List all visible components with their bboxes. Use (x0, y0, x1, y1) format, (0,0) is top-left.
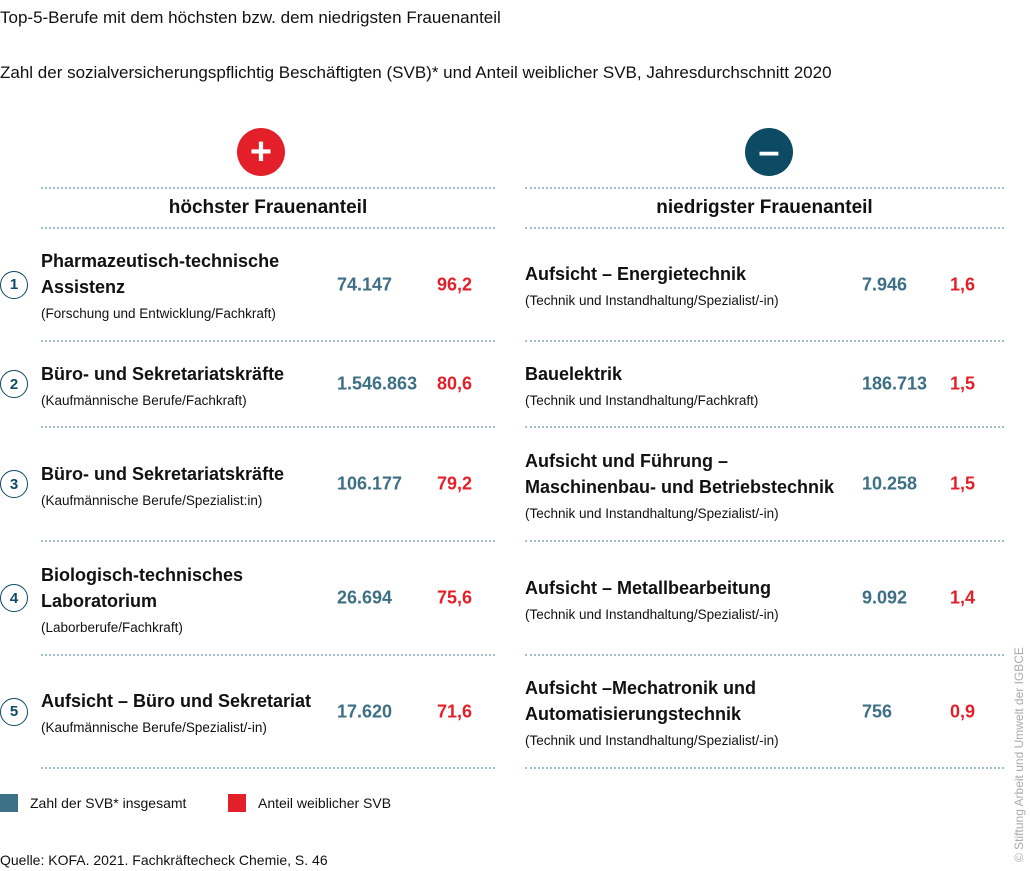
female-share: 1,5 (950, 473, 976, 494)
legend-item-count: Zahl der SVB* insgesamt (0, 794, 186, 812)
occupation-name: Büro- und Sekretariatskräfte (41, 363, 285, 384)
divider (525, 340, 1004, 342)
occupation-name: Aufsicht – Metallbearbeitung (525, 577, 772, 598)
chart-subtitle: Zahl der sozialversicherungspflichtig Be… (0, 63, 832, 82)
female-share: 1,6 (950, 274, 976, 294)
rank-badge: 1 (0, 270, 28, 299)
rank-badge: 5 (0, 697, 28, 726)
divider (525, 767, 1004, 769)
occupation-name: Biologisch-technisches Laboratorium (41, 564, 244, 611)
occupation-category: (Kaufmännische Berufe/Spezialist/-in) (41, 720, 267, 735)
divider (41, 227, 495, 229)
occupation-name: Aufsicht – Büro und Sekretariat (41, 691, 312, 711)
occupation-category: (Technik und Instandhaltung/Spezialist/-… (525, 293, 779, 308)
table-row: Bauelektrik (Technik und Instandhaltung/… (0, 342, 1030, 426)
divider (525, 227, 1004, 229)
divider (41, 187, 495, 189)
rank-badge: 3 (0, 470, 28, 498)
svb-count: 74.147 (337, 274, 393, 294)
divider (525, 187, 1004, 189)
group-heading: niedrigster Frauenanteil (656, 197, 873, 218)
occupation-name: Aufsicht –Mechatronik und Automatisierun… (525, 678, 757, 724)
female-share: 96,2 (437, 274, 473, 294)
occupation-category: (Technik und Instandhaltung/Spezialist/-… (525, 733, 779, 748)
divider (41, 340, 495, 342)
svb-count: 186.713 (862, 373, 928, 394)
occupation-category: (Kaufmännische Berufe/Spezialist:in) (41, 492, 263, 508)
legend-item-share: Anteil weiblicher SVB (228, 794, 391, 812)
divider (41, 767, 495, 769)
divider (525, 540, 1004, 542)
svb-count: 756 (862, 701, 893, 721)
occupation-category: (Forschung und Entwicklung/Fachkraft) (41, 306, 276, 321)
table-row: 5 Aufsicht – Büro und Sekretariat (Kaufm… (0, 656, 1030, 767)
table-row: 4 Biologisch-technisches Laboratorium (L… (0, 542, 1030, 654)
occupation-name: Büro- und Sekretariatskräfte (41, 463, 285, 484)
svb-count: 7.946 (862, 274, 908, 294)
legend-swatch-teal (0, 794, 18, 812)
occupation-category: (Technik und Instandhaltung/Spezialist/-… (525, 606, 779, 622)
minus-icon: – (745, 128, 793, 176)
divider (41, 654, 495, 656)
copyright-note: © Stiftung Arbeit und Umwelt der IGBCE (1012, 647, 1026, 862)
table-row: Aufsicht – Energietechnik (Technik und I… (0, 229, 1030, 340)
female-share: 79,2 (437, 473, 473, 494)
svb-count: 26.694 (337, 587, 393, 608)
chart-title: Top-5-Berufe mit dem höchsten bzw. dem n… (0, 8, 501, 27)
rank-badge: 4 (0, 584, 28, 612)
table-row: 1 Pharmazeutisch-technische Assistenz (F… (0, 229, 1030, 340)
female-share: 0,9 (950, 701, 976, 721)
female-share: 1,5 (950, 373, 976, 394)
occupation-name: Aufsicht und Führung – Maschinenbau- und… (525, 450, 835, 497)
divider (41, 540, 495, 542)
occupation-category: (Laborberufe/Fachkraft) (41, 619, 183, 635)
source-note: Quelle: KOFA. 2021. Fachkräftecheck Chem… (0, 852, 328, 868)
table-row: 3 Büro- und Sekretariatskräfte (Kaufmänn… (0, 428, 1030, 540)
legend-label: Anteil weiblicher SVB (258, 795, 392, 811)
female-share: 75,6 (437, 587, 473, 608)
divider (41, 426, 495, 428)
legend-label: Zahl der SVB* insgesamt (30, 795, 187, 811)
occupation-category: (Technik und Instandhaltung/Fachkraft) (525, 392, 759, 408)
table-row: Aufsicht – Metallbearbeitung (Technik un… (0, 542, 1030, 654)
table-row: 2 Büro- und Sekretariatskräfte (Kaufmänn… (0, 342, 1030, 426)
group-heading: höchster Frauenanteil (168, 197, 368, 218)
occupation-name: Bauelektrik (525, 363, 623, 384)
plus-icon: + (237, 128, 285, 176)
female-share: 80,6 (437, 373, 473, 394)
svb-count: 9.092 (862, 587, 908, 608)
female-share: 1,4 (950, 587, 976, 608)
svb-count: 17.620 (337, 701, 393, 721)
svb-count: 1.546.863 (337, 373, 418, 394)
table-row: Aufsicht und Führung – Maschinenbau- und… (0, 428, 1030, 540)
legend-swatch-red (228, 794, 246, 812)
occupation-name: Pharmazeutisch-technische Assistenz (41, 251, 280, 297)
table-row: Aufsicht –Mechatronik und Automatisierun… (0, 656, 1030, 767)
female-share: 71,6 (437, 701, 473, 721)
occupation-category: (Kaufmännische Berufe/Fachkraft) (41, 392, 247, 408)
occupation-category: (Technik und Instandhaltung/Spezialist/-… (525, 505, 779, 521)
svb-count: 10.258 (862, 473, 918, 494)
divider (525, 654, 1004, 656)
divider (525, 426, 1004, 428)
svb-count: 106.177 (337, 473, 403, 494)
rank-badge: 2 (0, 370, 28, 398)
occupation-name: Aufsicht – Energietechnik (525, 264, 747, 284)
